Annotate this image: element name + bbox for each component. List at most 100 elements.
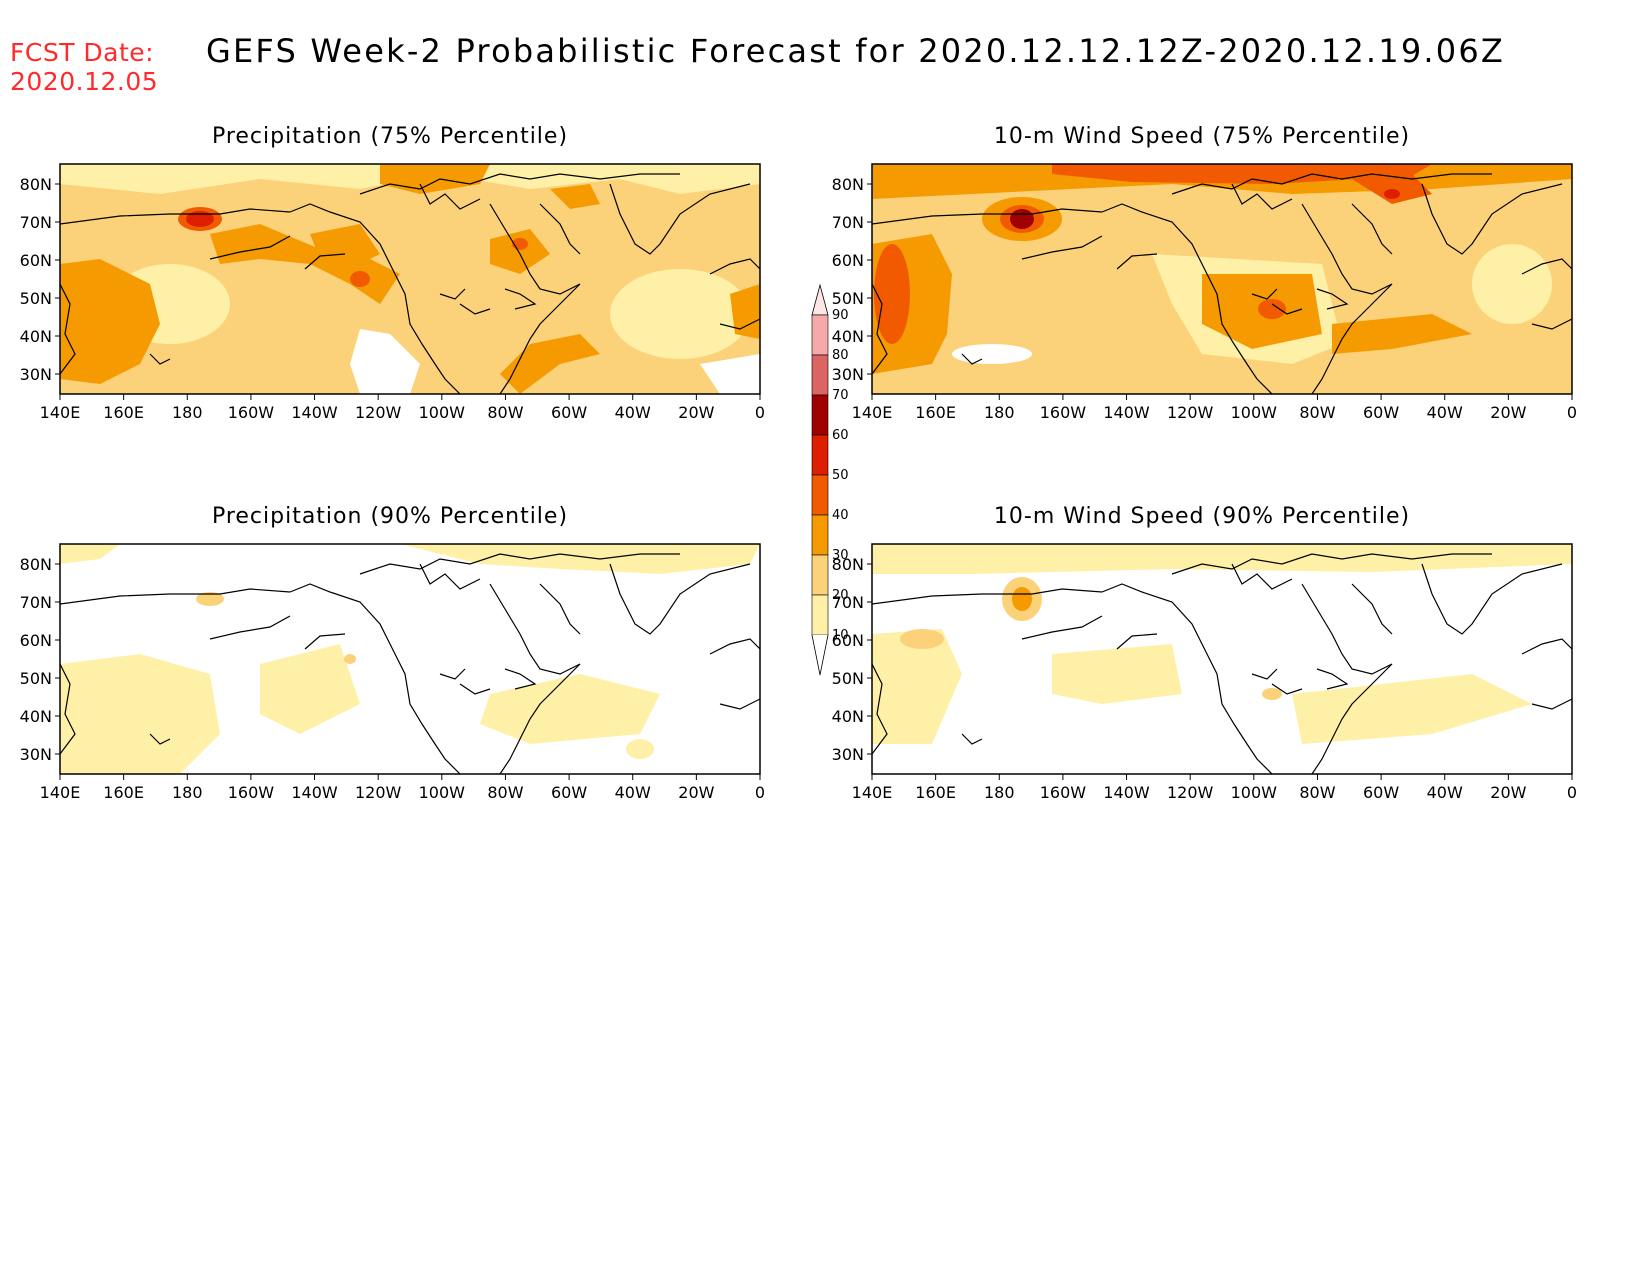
coastline	[539, 583, 581, 635]
coastline	[1531, 698, 1572, 710]
coastline	[1021, 235, 1103, 260]
y-tick-label: 40N	[832, 707, 864, 726]
x-tick-label: 40W	[615, 783, 651, 802]
coastline	[60, 208, 291, 225]
y-tick-label: 70N	[20, 593, 52, 612]
coastline	[1271, 303, 1303, 315]
coastline	[709, 638, 760, 655]
fcst-date-value: 2020.12.05	[10, 67, 159, 96]
field-greenland	[550, 184, 600, 209]
coastline	[359, 173, 680, 195]
field-west-pacific	[872, 629, 962, 744]
panel-title: 10-m Wind Speed (90% Percentile)	[993, 504, 1411, 529]
legend-level-label: 40	[832, 508, 849, 523]
coastline	[419, 563, 481, 590]
coastline	[961, 733, 983, 745]
field-europe	[730, 284, 760, 339]
legend-level-label: 90	[832, 308, 849, 323]
legend-top-arrow	[811, 283, 829, 316]
field-atlantic	[480, 674, 660, 744]
fcst-date-block: FCST Date: 2020.12.05	[10, 38, 158, 96]
coastline	[304, 253, 346, 270]
y-tick-label: 30N	[20, 745, 52, 764]
coastline	[1116, 633, 1158, 650]
legend-swatch	[811, 514, 829, 556]
x-tick-label: 160W	[228, 403, 275, 422]
coastline	[209, 235, 291, 260]
coastline	[149, 733, 171, 745]
panel-precip-90: Precipitation (90% Percentile) 140E 160E 1…	[0, 504, 780, 814]
coastlines	[60, 553, 760, 774]
field-bering-core	[1012, 587, 1032, 611]
coastline	[1101, 203, 1273, 394]
y-tick-label: 40N	[20, 707, 52, 726]
coastline	[60, 283, 76, 375]
x-tick-label: 40W	[1427, 783, 1463, 802]
field-pacific	[60, 654, 220, 774]
map-frame	[59, 543, 761, 775]
x-tick-label: 20W	[1490, 783, 1526, 802]
field-dry-southwest	[350, 329, 420, 394]
x-tick-label: 100W	[1231, 783, 1278, 802]
coastline	[289, 203, 461, 394]
coastline	[1231, 183, 1293, 210]
x-tick-label: 160E	[915, 783, 956, 802]
field-west-pacific-core	[874, 244, 910, 344]
x-tick-label: 100W	[1231, 403, 1278, 422]
y-tick-label: 50N	[832, 289, 864, 308]
y-tick-label: 30N	[832, 745, 864, 764]
legend-level-label: 80	[832, 348, 849, 363]
field-bering	[196, 592, 224, 606]
x-tick-label: 80W	[1299, 783, 1335, 802]
x-tick-label: 60W	[1363, 783, 1399, 802]
coastlines	[872, 553, 1572, 774]
legend-level-label: 50	[832, 468, 849, 483]
x-tick-label: 140W	[291, 783, 338, 802]
x-tick-label: 80W	[487, 403, 523, 422]
x-tick-label: 140W	[291, 403, 338, 422]
coastline	[609, 563, 751, 635]
x-tick-label: 60W	[551, 783, 587, 802]
coastline	[1301, 583, 1393, 774]
coastline	[872, 283, 888, 375]
field-base	[872, 544, 1572, 774]
coastline	[961, 353, 983, 365]
field-hudson	[490, 229, 550, 274]
y-tick-label: 80N	[832, 175, 864, 194]
legend-level-label: 10	[832, 628, 849, 643]
y-tick-label: 60N	[832, 251, 864, 270]
x-tick-label: 20W	[678, 403, 714, 422]
coastline	[289, 583, 461, 774]
coastline	[1521, 638, 1572, 655]
coastline	[1351, 583, 1393, 635]
coastline	[719, 318, 760, 330]
coastline	[1251, 288, 1278, 300]
map-frame	[871, 163, 1573, 395]
field-atlantic-spot	[626, 739, 654, 759]
probability-field	[872, 544, 1572, 774]
coastline	[709, 258, 760, 275]
x-tick-label: 140E	[40, 403, 81, 422]
map-frame	[59, 163, 761, 395]
color-legend: 90 80 70 60 50 40 30 20 10	[800, 270, 860, 694]
field-arctic-core	[1052, 164, 1432, 184]
coastline	[872, 663, 888, 755]
x-tick-label: 0	[1567, 403, 1577, 422]
x-tick-label: 60W	[551, 403, 587, 422]
y-tick-label: 70N	[20, 213, 52, 232]
field-pacific-gap	[952, 344, 1032, 364]
x-tick-label: 160E	[915, 403, 956, 422]
field-arctic	[400, 544, 760, 574]
coastline	[459, 303, 491, 315]
field-dry-east	[700, 354, 760, 394]
main-title: GEFS Week-2 Probabilistic Forecast for 2…	[206, 32, 1506, 70]
x-tick-label: 180	[172, 783, 203, 802]
x-tick-label: 20W	[1490, 403, 1526, 422]
legend-swatch	[811, 394, 829, 436]
field-atlantic	[1292, 674, 1532, 744]
coastline	[1351, 203, 1393, 255]
field-west-pacific	[60, 259, 160, 384]
coastline	[60, 588, 291, 605]
coastline	[1171, 173, 1492, 195]
x-tick-label: 140E	[852, 783, 893, 802]
